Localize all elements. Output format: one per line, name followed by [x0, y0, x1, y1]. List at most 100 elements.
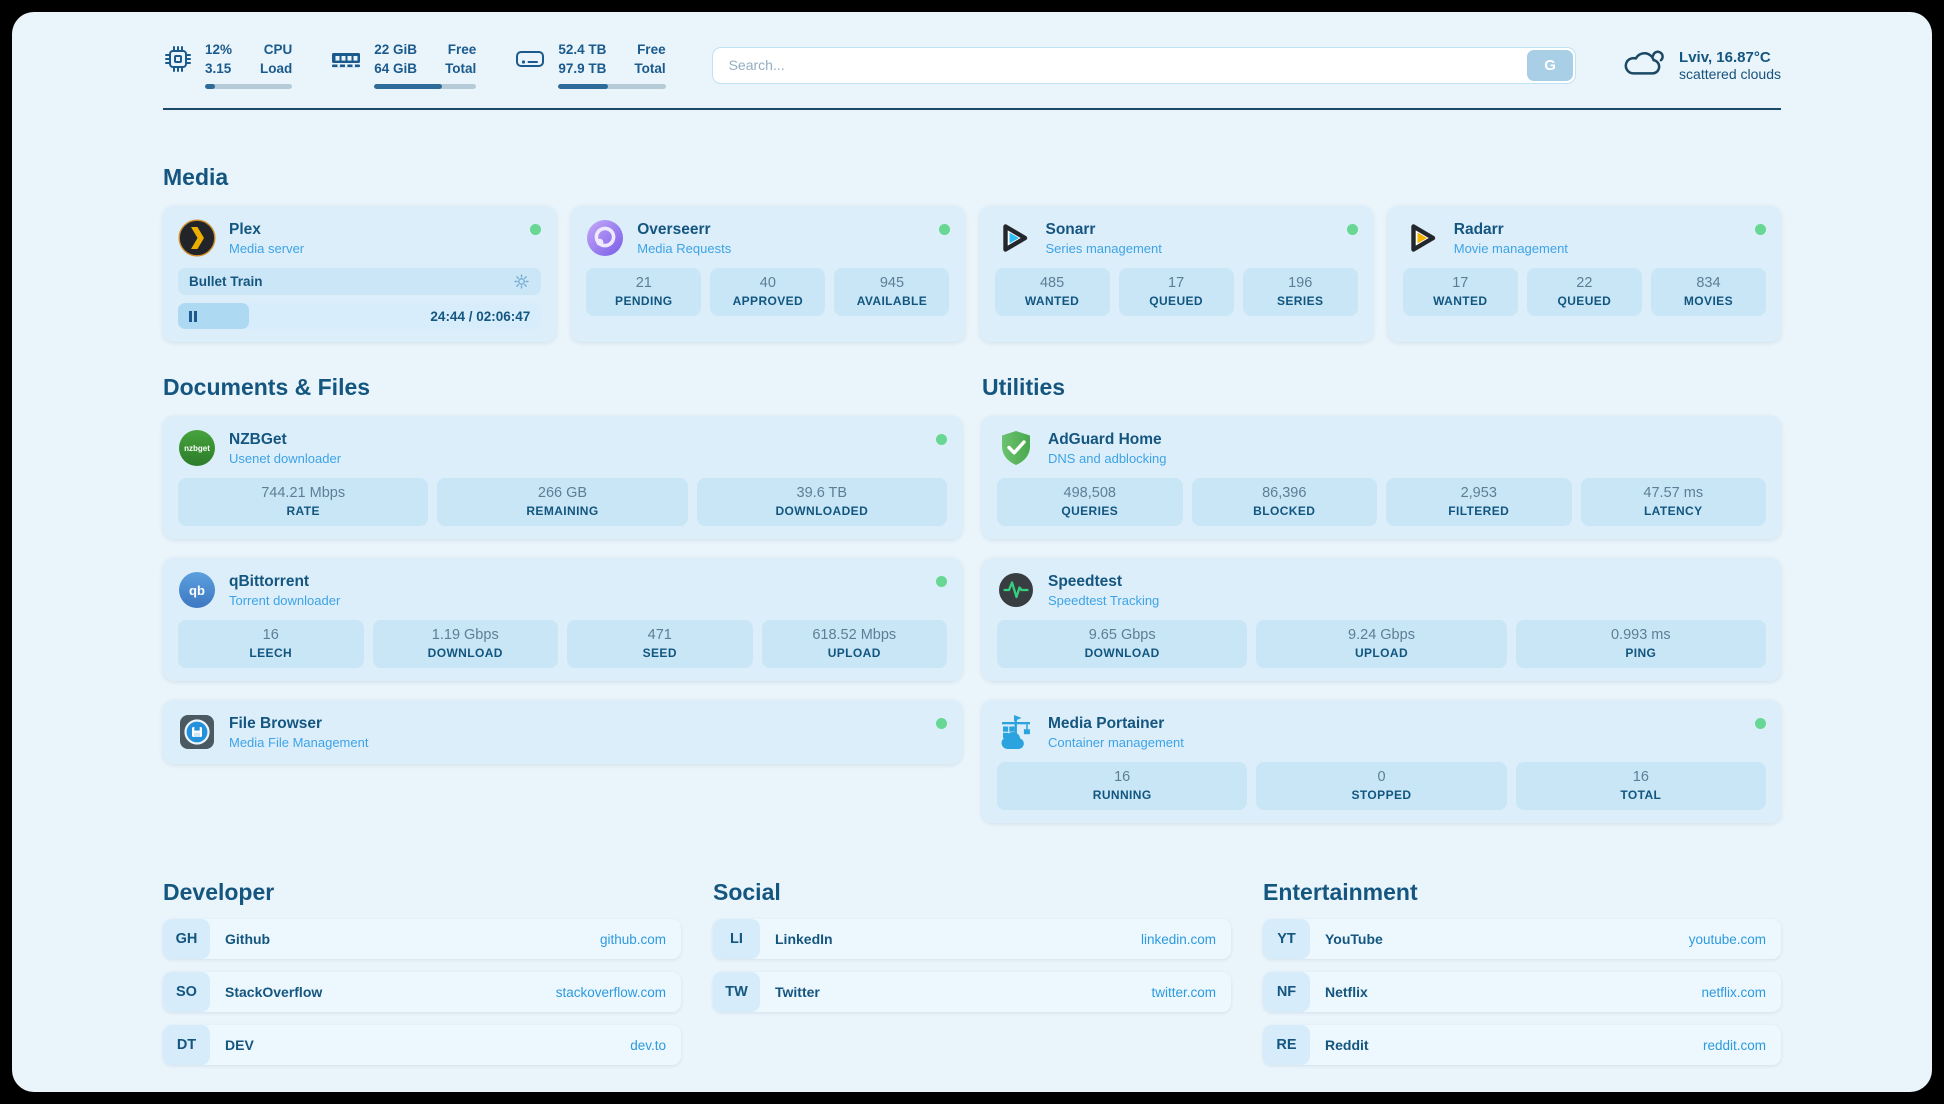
stat-movies: 834 MOVIES	[1650, 268, 1766, 316]
stat-value: 16	[262, 627, 279, 643]
status-dot	[530, 224, 542, 235]
entertainment-column: Entertainment YT YouTube youtube.com NF …	[1263, 879, 1781, 1065]
now-playing-row: Bullet Train	[178, 268, 542, 295]
service-overseerr[interactable]: Overseerr Media Requests	[586, 219, 950, 257]
stat-value: 471	[647, 627, 672, 643]
status-dot	[1346, 224, 1358, 235]
stat-label: QUEUED	[1149, 294, 1203, 308]
bookmark-github[interactable]: GH Github github.com	[163, 919, 681, 959]
stat-value: 39.6 TB	[796, 485, 848, 501]
stat-value: 16	[1114, 769, 1131, 785]
service-speedtest[interactable]: Speedtest Speedtest Tracking	[997, 571, 1766, 609]
stat-stopped: 0 STOPPED	[1256, 762, 1507, 810]
service-nzbget[interactable]: nzbget NZBGet Usenet downloader	[178, 429, 947, 467]
stat-downloaded: 39.6 TB DOWNLOADED	[696, 478, 947, 526]
service-sonarr[interactable]: Sonarr Series management	[995, 219, 1358, 257]
stat-label: REMAINING	[526, 504, 599, 518]
stats-row: 485 WANTED 17 QUEUED 196 SERIES	[994, 268, 1358, 316]
bookmark-reddit[interactable]: RE Reddit reddit.com	[1263, 1025, 1781, 1065]
stat-ping: 0.993 ms PING	[1515, 620, 1766, 668]
service-radarr[interactable]: Radarr Movie management	[1403, 219, 1766, 257]
bookmark-dev[interactable]: DT DEV dev.to	[163, 1025, 681, 1065]
memory-values: 22 GiB 64 GiB	[374, 41, 417, 77]
bookmark-abbr: TW	[713, 972, 760, 1012]
stat-wanted: 17 WANTED	[1402, 268, 1518, 316]
stats-row: 744.21 Mbps RATE 266 GB REMAINING 39.6 T…	[178, 478, 947, 526]
disk-icon	[514, 44, 546, 88]
stat-value: 485	[1039, 275, 1065, 291]
service-name: qBittorrent	[229, 572, 310, 590]
bookmark-abbr: GH	[163, 919, 210, 959]
search-input[interactable]	[711, 46, 1577, 84]
bookmark-url: github.com	[599, 931, 666, 947]
service-card-portainer: Media Portainer Container management 16 …	[982, 700, 1781, 823]
disk-values: 52.4 TB 97.9 TB	[558, 41, 606, 77]
stat-download: 1.19 Gbps DOWNLOAD	[372, 620, 558, 668]
disk-free: 52.4 TB	[558, 42, 607, 58]
stat-value: 196	[1288, 275, 1313, 291]
stat-label: SERIES	[1276, 294, 1324, 308]
sonarr-icon	[995, 219, 1033, 257]
player-settings-gear-icon[interactable]	[513, 273, 530, 290]
stat-value: 744.21 Mbps	[261, 485, 346, 501]
section-title-utilities: Utilities	[982, 374, 1066, 400]
bookmark-abbr: LI	[713, 919, 760, 959]
memory-stat: 22 GiB 64 GiB Free Total	[330, 41, 477, 89]
topbar-divider	[163, 108, 1781, 110]
stat-label: BLOCKED	[1253, 504, 1316, 518]
stat-approved: 40 APPROVED	[710, 268, 826, 316]
search-engine-button[interactable]: G	[1527, 49, 1574, 81]
stat-queued: 22 QUEUED	[1526, 268, 1642, 316]
stat-label: DOWNLOADED	[775, 504, 869, 518]
bookmark-netflix[interactable]: NF Netflix netflix.com	[1263, 972, 1781, 1012]
bookmark-name: Twitter	[775, 984, 820, 1000]
service-card-radarr: Radarr Movie management 17 WANTED 22 QUE…	[1387, 206, 1781, 342]
system-stats: 12% 3.15 CPU Load	[163, 41, 666, 89]
service-name: Plex	[229, 220, 261, 238]
status-dot	[936, 576, 947, 587]
stat-filtered: 2,953 FILTERED	[1386, 478, 1572, 526]
service-filebrowser[interactable]: File Browser Media File Management	[178, 713, 947, 751]
section-title-media: Media	[163, 164, 229, 190]
stat-label: QUEUED	[1557, 294, 1612, 308]
now-playing-title: Bullet Train	[189, 274, 263, 289]
service-adguard[interactable]: AdGuard Home DNS and adblocking	[997, 429, 1766, 467]
stat-value: 40	[759, 275, 776, 291]
bookmark-name: YouTube	[1325, 931, 1383, 947]
bookmark-url: netflix.com	[1701, 984, 1766, 1000]
stat-value: 17	[1452, 275, 1469, 291]
stat-label: WANTED	[1024, 294, 1080, 308]
bookmark-name: DEV	[225, 1037, 254, 1053]
stat-upload: 618.52 Mbps UPLOAD	[761, 620, 947, 668]
service-portainer[interactable]: Media Portainer Container management	[997, 713, 1766, 751]
topbar: 12% 3.15 CPU Load	[163, 38, 1781, 92]
stat-value: 266 GB	[537, 485, 588, 501]
stat-label: LATENCY	[1643, 504, 1703, 518]
stat-leech: 16 LEECH	[178, 620, 364, 668]
service-name: Sonarr	[1045, 220, 1096, 238]
bookmark-abbr: YT	[1263, 919, 1310, 959]
service-subtitle: Speedtest Tracking	[1048, 592, 1160, 608]
service-qbittorrent[interactable]: qb qBittorrent Torrent downloader	[178, 571, 947, 609]
search-bar: G	[711, 46, 1577, 84]
bookmark-linkedin[interactable]: LI LinkedIn linkedin.com	[713, 919, 1231, 959]
stats-row: 16 LEECH 1.19 Gbps DOWNLOAD 471 SEED 618…	[178, 620, 947, 668]
bookmark-youtube[interactable]: YT YouTube youtube.com	[1263, 919, 1781, 959]
bookmark-url: youtube.com	[1688, 931, 1766, 947]
stat-label: AVAILABLE	[856, 294, 928, 308]
cpu-label-2: Load	[260, 60, 293, 76]
bookmark-twitter[interactable]: TW Twitter twitter.com	[713, 972, 1231, 1012]
bookmark-stackoverflow[interactable]: SO StackOverflow stackoverflow.com	[163, 972, 681, 1012]
service-plex[interactable]: Plex Media server	[178, 219, 542, 257]
disk-labels: Free Total	[634, 41, 665, 77]
memory-label-1: Free	[447, 42, 477, 58]
stat-latency: 47.57 ms LATENCY	[1580, 478, 1766, 526]
playback-time: 24:44 / 02:06:47	[430, 308, 531, 324]
stat-value: 0.993 ms	[1610, 627, 1671, 643]
stats-row: 16 RUNNING 0 STOPPED 16 TOTAL	[997, 762, 1766, 810]
service-subtitle: Series management	[1045, 240, 1162, 256]
stat-label: UPLOAD	[827, 646, 881, 660]
service-name: File Browser	[229, 714, 323, 732]
memory-total: 64 GiB	[374, 60, 418, 76]
status-dot	[936, 434, 947, 445]
